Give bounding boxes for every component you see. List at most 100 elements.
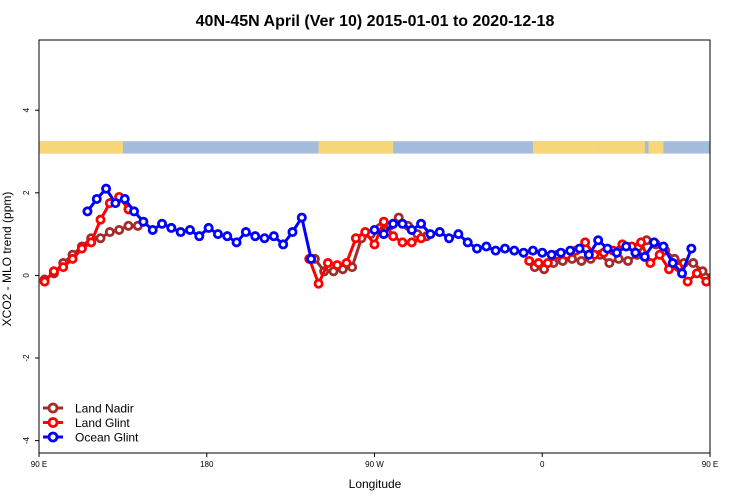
data-point [250, 231, 261, 242]
data-point [194, 231, 205, 242]
data-point [622, 255, 633, 266]
data-point [114, 224, 125, 235]
x-tick-label: 90 E [702, 460, 718, 469]
data-point [287, 227, 298, 238]
data-point [611, 247, 622, 258]
data-point [240, 227, 251, 238]
data-point [434, 227, 445, 238]
data-point [378, 229, 389, 240]
data-point [58, 262, 69, 273]
legend-label: Land Glint [75, 416, 130, 430]
legend-label: Land Nadir [75, 402, 134, 416]
data-point [306, 253, 317, 264]
data-point [313, 278, 324, 289]
data-point [712, 268, 719, 275]
data-point [110, 198, 121, 209]
data-point [583, 249, 594, 260]
legend-swatch-marker [47, 417, 59, 428]
data-point [453, 229, 464, 240]
data-point [542, 258, 553, 269]
legend-swatch-marker [47, 402, 59, 414]
data-point [740, 243, 747, 250]
y-tick-label: -4 [22, 437, 31, 445]
data-point [397, 218, 408, 229]
data-point [731, 259, 738, 266]
data-point [378, 216, 389, 227]
y-axis: -4 -2 0 2 4 [22, 107, 39, 444]
data-point [332, 260, 343, 271]
data-point [490, 245, 501, 256]
data-point [444, 233, 455, 244]
data-point [369, 224, 380, 235]
data-point [425, 229, 436, 240]
x-axis: 90 E 180 90 W 0 90 E [31, 453, 718, 469]
data-point [129, 206, 140, 217]
land-segment [648, 141, 664, 154]
data-point [95, 214, 106, 225]
land-ocean-strip [39, 141, 750, 154]
data-point [565, 245, 576, 256]
data-point [636, 237, 647, 248]
data-point [147, 224, 158, 235]
data-point [677, 268, 688, 279]
data-point [639, 251, 650, 262]
data-point [727, 259, 734, 266]
legend-item: Land Glint [43, 416, 130, 430]
data-point [537, 247, 548, 258]
data-point [546, 249, 557, 260]
data-point [686, 243, 697, 254]
data-point [76, 243, 87, 254]
data-point [416, 233, 427, 244]
series-layer [39, 183, 747, 289]
land-segment [318, 141, 394, 154]
data-point [123, 220, 134, 231]
y-tick-label: -2 [22, 354, 31, 362]
data-point [119, 194, 130, 205]
data-point [48, 266, 59, 277]
data-point [406, 237, 417, 248]
data-point [604, 258, 615, 269]
data-point [175, 227, 186, 238]
data-point [296, 212, 307, 223]
legend-item: Ocean Glint [43, 431, 139, 445]
y-tick-label: 2 [22, 190, 31, 195]
data-point [593, 235, 604, 246]
data-point [95, 233, 106, 244]
data-point [39, 276, 50, 287]
land-segment [607, 141, 645, 154]
data-point [222, 231, 233, 242]
data-point [472, 243, 483, 254]
data-point [509, 245, 520, 256]
data-point [555, 247, 566, 258]
data-point [518, 247, 529, 258]
data-point [701, 276, 710, 287]
data-point [499, 243, 510, 254]
data-point [527, 245, 538, 256]
y-axis-label: XCO2 - MLO trend (ppm) [0, 192, 14, 327]
x-axis-label: Longitude [349, 477, 402, 491]
data-point [268, 231, 279, 242]
data-point [574, 243, 585, 254]
data-point [621, 241, 632, 252]
data-point [212, 229, 223, 240]
data-point [416, 218, 427, 229]
data-point [350, 233, 361, 244]
data-point [645, 258, 656, 269]
data-point [166, 222, 177, 233]
data-point [718, 268, 725, 275]
data-point [580, 237, 591, 248]
data-point [649, 237, 660, 248]
data-point [682, 276, 693, 287]
data-point [688, 258, 699, 269]
data-point [667, 258, 678, 269]
data-point [67, 253, 78, 264]
data-point [231, 237, 242, 248]
land-segment [39, 141, 123, 154]
legend-swatch-marker [47, 431, 59, 443]
land-segment [598, 141, 608, 154]
data-point [278, 239, 289, 250]
data-point [397, 237, 408, 248]
land-segment [710, 141, 750, 153]
chart-title: 40N-45N April (Ver 10) 2015-01-01 to 202… [196, 13, 555, 30]
